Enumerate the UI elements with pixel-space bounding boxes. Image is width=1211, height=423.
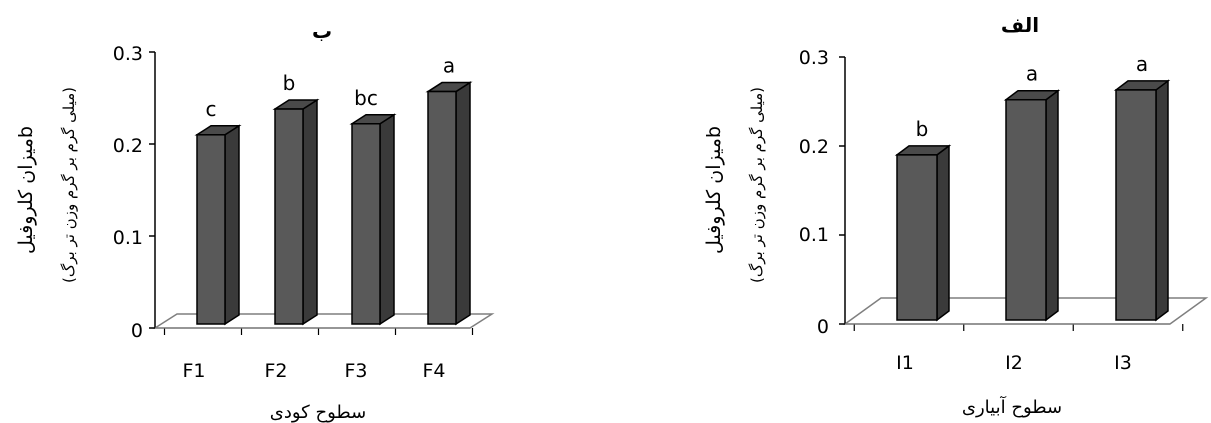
chart-left-xtick-label: F2 [264, 360, 287, 382]
chart-left-ytick-label: 0.3 [113, 43, 143, 65]
chart-right-xtick-label: I2 [1005, 352, 1023, 374]
chart-left-bar [194, 124, 242, 326]
chart-left-xtick-label: F3 [344, 360, 367, 382]
chart-right: الف میزان کلروفیلb (میلی گرم بر گرم وزن … [703, 13, 1209, 418]
chart-left-bar-front [427, 90, 457, 325]
chart-right-bar-side [1045, 89, 1059, 322]
chart-right-xtick-label: I3 [1114, 352, 1132, 374]
chart-left-xtick-label: F4 [422, 360, 445, 382]
chart-right-ylabel-unit: (میلی گرم بر گرم وزن تر برگ) [748, 87, 766, 283]
chart-right-bar-label: a [1136, 52, 1148, 76]
chart-right-bar [894, 144, 952, 322]
chart-left: ب میزان کلروفیلb (میلی گرم بر گرم وزن تر… [15, 19, 495, 423]
chart-right-bar-side [1155, 79, 1169, 322]
chart-left-bar [349, 113, 397, 326]
chart-right-title: الف [1001, 13, 1039, 37]
chart-left-bar-front [351, 123, 381, 325]
chart-left-bar-label: bc [354, 86, 378, 110]
chart-right-bar-front [1115, 89, 1157, 321]
chart-left-bar-front [196, 134, 226, 325]
chart-right-bar-front [1005, 98, 1047, 321]
chart-left-ytick-label: 0.2 [113, 135, 143, 157]
chart-right-ylabel: میزان کلروفیلb [703, 126, 725, 254]
chart-left-bar-side [302, 98, 318, 326]
chart-left-ylabel: میزان کلروفیلb [15, 126, 37, 254]
chart-left-xlabel: سطوح کودی [270, 402, 366, 423]
chart-right-bar-label: a [1026, 62, 1038, 86]
chart-left-ytick-label: 0 [131, 320, 143, 342]
chart-right-ytick-label: 0 [817, 316, 829, 338]
chart-right-ytick-label: 0.3 [799, 47, 829, 69]
chart-left-bar-side [379, 113, 395, 326]
chart-left-xtick-label: F1 [182, 360, 205, 382]
chart-left-bar-side [224, 124, 240, 326]
chart-right-bar [1003, 89, 1061, 322]
chart-right-xtick-label: I1 [896, 352, 914, 374]
chart-left-bar [272, 98, 320, 326]
chart-left-bar-label: b [283, 71, 296, 95]
chart-left-ylabel-unit: (میلی گرم بر گرم وزن تر برگ) [60, 87, 78, 283]
chart-left-bar-label: a [443, 54, 455, 78]
chart-right-bar-label: b [916, 117, 929, 141]
chart-left-title: ب [312, 19, 332, 43]
chart-right-bar-front [896, 154, 938, 321]
chart-right-bar-side [936, 144, 950, 322]
chart-right-bar [1113, 79, 1171, 322]
chart-left-bar-side [455, 81, 471, 326]
chart-right-ytick-label: 0.1 [799, 224, 829, 246]
chart-right-ytick-label: 0.2 [799, 136, 829, 158]
chart-right-xlabel: سطوح آبیاری [962, 395, 1062, 418]
chart-left-bar-front [274, 108, 304, 325]
chart-left-ytick-label: 0.1 [113, 227, 143, 249]
chart-left-bar [425, 81, 473, 326]
chart-left-bar-label: c [206, 97, 217, 121]
